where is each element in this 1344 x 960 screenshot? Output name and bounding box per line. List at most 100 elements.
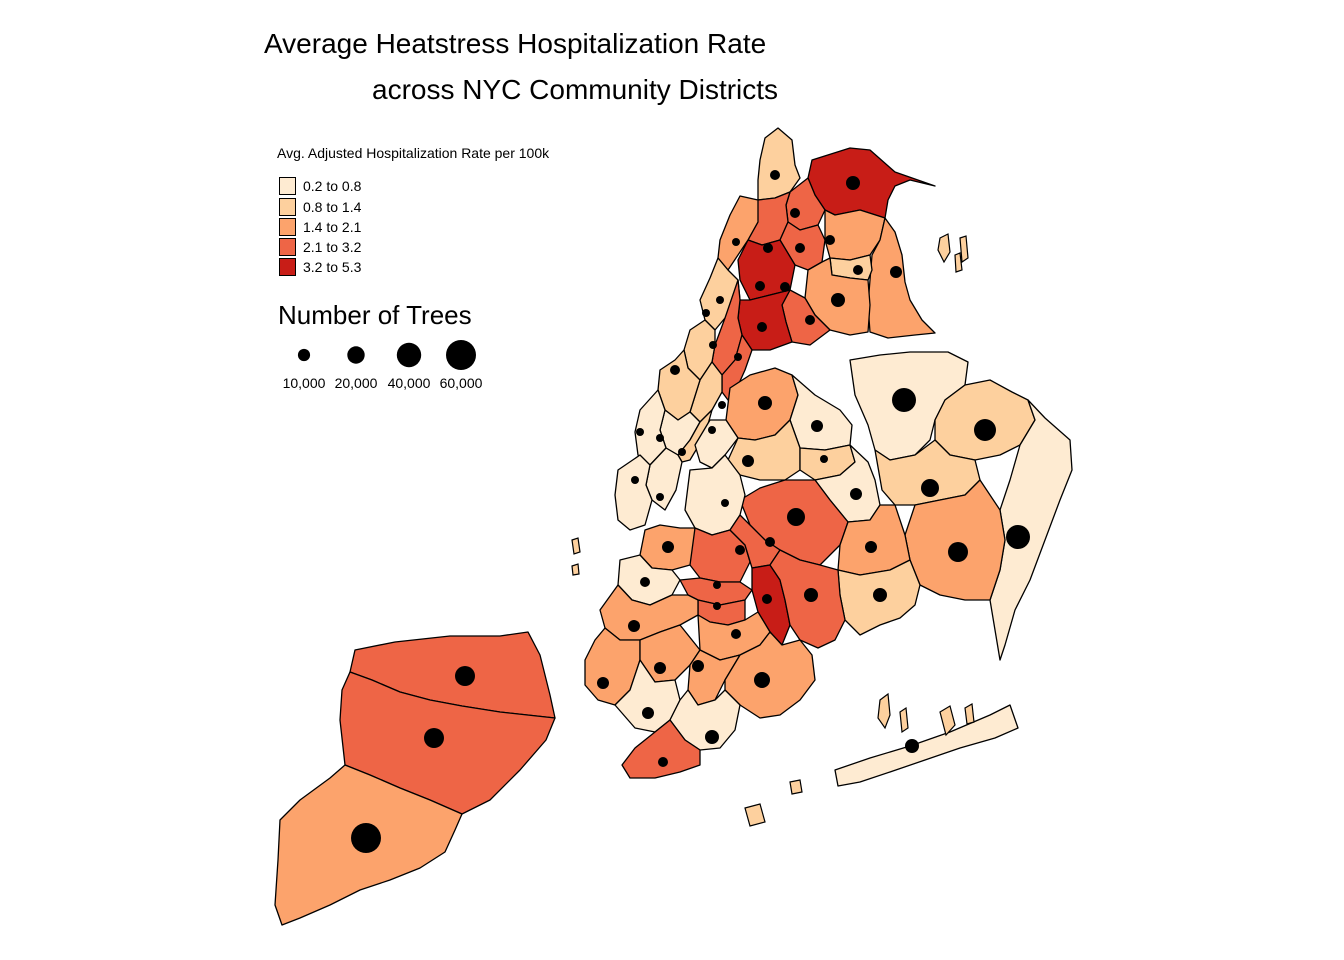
tree-count-dot bbox=[763, 243, 773, 253]
tree-count-dot bbox=[865, 541, 877, 553]
tree-count-dot bbox=[351, 823, 381, 853]
size-legend-dot bbox=[297, 348, 311, 362]
district-staten-island-mid-island bbox=[339, 671, 556, 815]
size-legend-dot bbox=[396, 342, 422, 368]
tree-count-dot bbox=[721, 499, 729, 507]
tree-count-dot bbox=[948, 542, 968, 562]
tree-count-dot bbox=[873, 588, 887, 602]
fill-legend-label: 3.2 to 5.3 bbox=[303, 259, 362, 275]
tree-count-dot bbox=[790, 208, 800, 218]
tree-count-dot bbox=[718, 401, 726, 409]
tree-count-dot bbox=[716, 296, 724, 304]
district-brooklyn-13 bbox=[621, 719, 701, 779]
tree-count-dot bbox=[713, 602, 721, 610]
fill-legend-item: 1.4 to 2.1 bbox=[279, 218, 579, 238]
tree-count-dot bbox=[702, 309, 710, 317]
tree-count-dot bbox=[708, 426, 716, 434]
tree-count-dot bbox=[732, 238, 740, 246]
tree-count-dot bbox=[670, 365, 680, 375]
district-queens-14-rockaway bbox=[834, 704, 1019, 787]
district-bronx-12 bbox=[807, 147, 936, 219]
tree-count-dot bbox=[846, 176, 860, 190]
size-legend-dots bbox=[297, 340, 476, 370]
fill-legend-swatch bbox=[279, 198, 296, 216]
map-title-line-1: Average Heatstress Hospitalization Rate bbox=[264, 28, 767, 59]
tree-count-dot bbox=[755, 281, 765, 291]
fill-legend-item: 0.2 to 0.8 bbox=[279, 177, 579, 197]
tree-count-dot bbox=[905, 739, 919, 753]
fill-legend-title: Avg. Adjusted Hospitalization Rate per 1… bbox=[277, 145, 550, 161]
tree-count-dot bbox=[758, 396, 772, 410]
tree-count-dot bbox=[705, 730, 719, 744]
tree-count-dots bbox=[351, 170, 1030, 853]
tree-count-dot bbox=[825, 235, 835, 245]
fill-legend-item: 3.2 to 5.3 bbox=[279, 258, 579, 278]
tree-count-dot bbox=[820, 455, 828, 463]
district-brooklyn-3 bbox=[689, 527, 751, 583]
fill-legend-swatch bbox=[279, 177, 296, 195]
tree-count-dot bbox=[631, 476, 639, 484]
tree-count-dot bbox=[805, 315, 815, 325]
size-legend-label: 60,000 bbox=[439, 375, 483, 391]
tree-count-dot bbox=[658, 757, 668, 767]
fill-legend-label: 2.1 to 3.2 bbox=[303, 239, 362, 255]
tree-count-dot bbox=[678, 448, 686, 456]
tree-count-dot bbox=[831, 293, 845, 307]
size-legend-label: 20,000 bbox=[334, 375, 378, 391]
tree-count-dot bbox=[804, 588, 818, 602]
tree-count-dot bbox=[757, 322, 767, 332]
tree-count-dot bbox=[734, 353, 742, 361]
tree-count-dot bbox=[787, 508, 805, 526]
tree-count-dot bbox=[642, 707, 654, 719]
district-queens-13 bbox=[989, 399, 1073, 661]
fill-legend-swatch bbox=[279, 218, 296, 236]
tree-count-dot bbox=[656, 493, 664, 501]
tree-count-dot bbox=[713, 581, 721, 589]
size-legend-label: 40,000 bbox=[387, 375, 431, 391]
tree-count-dot bbox=[850, 488, 862, 500]
tree-count-dot bbox=[731, 629, 741, 639]
district-bronx-11 bbox=[824, 209, 886, 261]
fill-legend-label: 0.8 to 1.4 bbox=[303, 199, 362, 215]
fill-legend-item: 2.1 to 3.2 bbox=[279, 238, 579, 258]
tree-count-dot bbox=[662, 541, 674, 553]
tree-count-dot bbox=[709, 341, 717, 349]
size-legend-dot bbox=[446, 340, 476, 370]
tree-count-dot bbox=[692, 660, 704, 672]
tree-count-dot bbox=[597, 677, 609, 689]
tree-count-dot bbox=[1006, 525, 1030, 549]
tree-count-dot bbox=[765, 537, 775, 547]
map-title-line-2: across NYC Community Districts bbox=[372, 74, 779, 105]
tree-count-dot bbox=[735, 545, 745, 555]
tree-count-dot bbox=[742, 455, 754, 467]
district-queens-3 bbox=[789, 374, 853, 451]
district-manhattan-1 bbox=[614, 454, 653, 531]
tree-count-dot bbox=[780, 282, 790, 292]
tree-count-dot bbox=[892, 388, 916, 412]
tree-count-dot bbox=[795, 243, 805, 253]
fill-legend-label: 0.2 to 0.8 bbox=[303, 178, 362, 194]
district-brooklyn-11 bbox=[614, 659, 681, 733]
tree-count-dot bbox=[640, 577, 650, 587]
fill-legend-item: 0.8 to 1.4 bbox=[279, 198, 579, 218]
tree-count-dot bbox=[654, 662, 666, 674]
tree-count-dot bbox=[424, 728, 444, 748]
tree-count-dot bbox=[754, 672, 770, 688]
tree-count-dot bbox=[974, 419, 996, 441]
tree-count-dot bbox=[636, 428, 644, 436]
size-legend-title: Number of Trees bbox=[278, 300, 472, 330]
tree-count-dot bbox=[762, 594, 772, 604]
tree-count-dot bbox=[455, 666, 475, 686]
fill-legend-swatch bbox=[279, 258, 296, 276]
fill-legend-swatch bbox=[279, 238, 296, 256]
tree-count-dot bbox=[890, 266, 902, 278]
tree-count-dot bbox=[853, 265, 863, 275]
tree-count-dot bbox=[921, 479, 939, 497]
tree-count-dot bbox=[770, 170, 780, 180]
size-legend-label: 10,000 bbox=[282, 375, 326, 391]
fill-legend-label: 1.4 to 2.1 bbox=[303, 219, 362, 235]
tree-count-dot bbox=[656, 434, 664, 442]
district-manhattan-12 bbox=[717, 195, 759, 271]
size-legend-dot bbox=[347, 346, 365, 364]
